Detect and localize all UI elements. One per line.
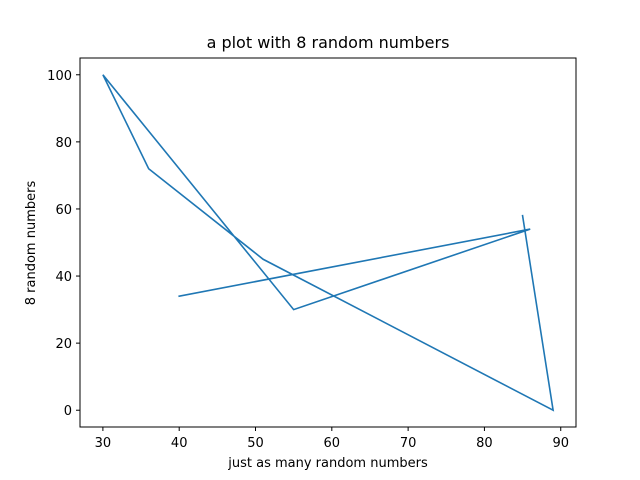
y-axis-label: 8 random numbers [24, 181, 39, 306]
chart-title: a plot with 8 random numbers [207, 33, 450, 52]
x-tick-label: 90 [552, 436, 569, 451]
x-axis-label: just as many random numbers [227, 456, 428, 471]
plot-area [102, 74, 555, 412]
x-tick-label: 40 [171, 436, 188, 451]
x-tick-label: 60 [324, 436, 341, 451]
y-tick-label: 60 [55, 203, 72, 218]
y-tick-label: 40 [55, 270, 72, 285]
x-tick-label: 70 [400, 436, 417, 451]
plot-frame [79, 57, 577, 428]
y-tick-label: 100 [47, 69, 72, 84]
y-axis: 0 20 40 60 80 100 [47, 69, 80, 419]
x-tick-label: 50 [247, 436, 264, 451]
x-axis: 30 40 50 60 70 80 90 [95, 427, 569, 451]
y-tick-label: 0 [64, 404, 72, 419]
series-line-1 [102, 74, 555, 412]
x-tick-label: 30 [95, 436, 112, 451]
y-tick-label: 20 [55, 337, 72, 352]
x-tick-label: 80 [476, 436, 493, 451]
y-tick-label: 80 [55, 136, 72, 151]
